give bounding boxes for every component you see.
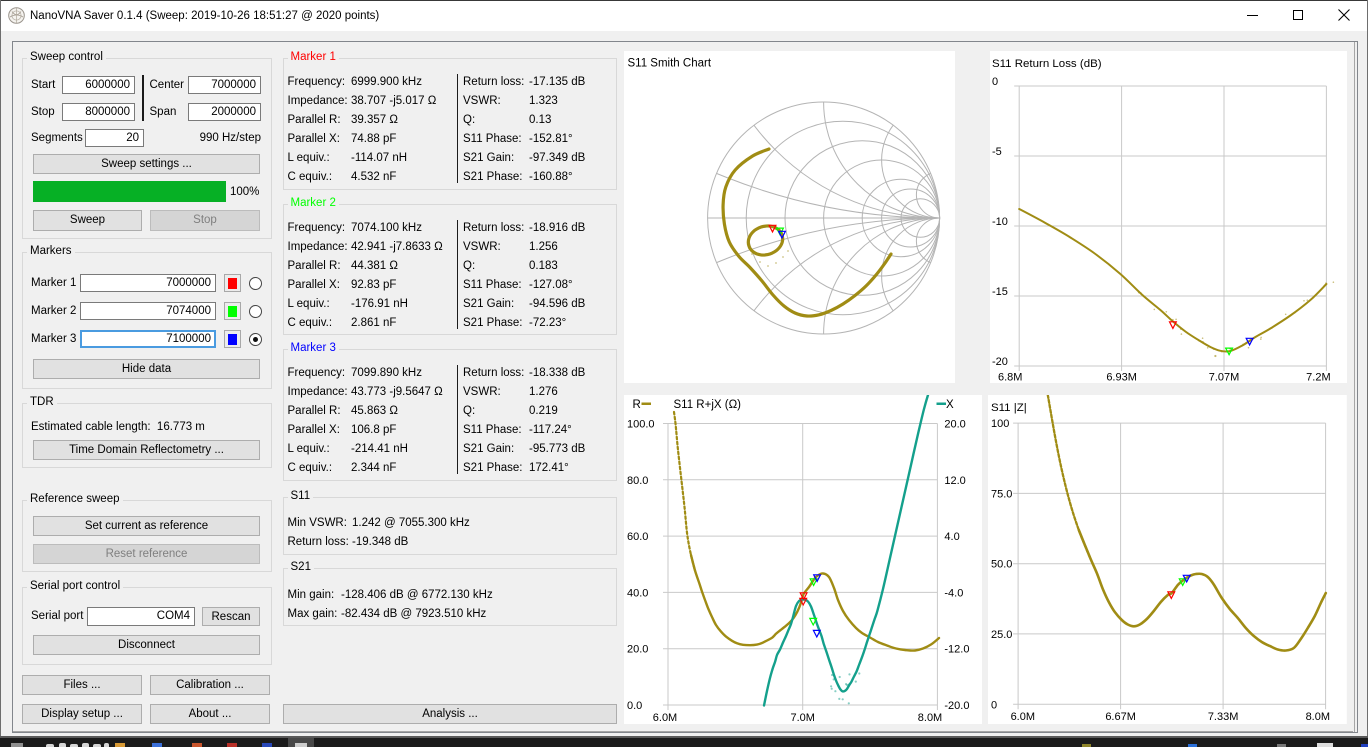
svg-text:4.0: 4.0 (944, 531, 959, 543)
svg-text:-10: -10 (992, 216, 1008, 228)
svg-text:7.33M: 7.33M (1208, 711, 1239, 723)
svg-text:6.93M: 6.93M (1106, 371, 1137, 383)
svg-text:-12.0: -12.0 (944, 644, 969, 656)
svg-text:-20: -20 (992, 356, 1008, 368)
svg-text:100: 100 (991, 418, 1009, 430)
svg-text:60.0: 60.0 (627, 531, 648, 543)
svg-text:-15: -15 (992, 286, 1008, 298)
svg-text:20.0: 20.0 (944, 419, 965, 431)
svg-text:7.07M: 7.07M (1208, 371, 1239, 383)
svg-text:S11 Smith Chart: S11 Smith Chart (628, 58, 712, 70)
svg-text:R: R (633, 399, 641, 411)
svg-text:50.0: 50.0 (991, 559, 1012, 571)
svg-text:80.0: 80.0 (627, 475, 648, 487)
svg-text:-20.0: -20.0 (944, 700, 969, 712)
svg-text:S11 R+jX (Ω): S11 R+jX (Ω) (674, 399, 742, 411)
svg-text:0: 0 (991, 699, 997, 711)
svg-text:0.0: 0.0 (627, 700, 642, 712)
svg-text:8.0M: 8.0M (1306, 711, 1330, 723)
svg-text:6.8M: 6.8M (998, 371, 1022, 383)
svg-text:S11 Return Loss (dB): S11 Return Loss (dB) (992, 58, 1102, 70)
svg-text:0: 0 (992, 76, 998, 88)
svg-text:40.0: 40.0 (627, 587, 648, 599)
svg-text:100.0: 100.0 (627, 419, 655, 431)
svg-text:20.0: 20.0 (627, 644, 648, 656)
svg-text:75.0: 75.0 (991, 488, 1012, 500)
svg-text:7.2M: 7.2M (1306, 371, 1330, 383)
svg-text:6.67M: 6.67M (1106, 711, 1137, 723)
svg-text:8.0M: 8.0M (918, 712, 942, 724)
svg-text:7.0M: 7.0M (790, 712, 814, 724)
svg-text:-5: -5 (992, 146, 1002, 158)
svg-text:-4.0: -4.0 (944, 587, 963, 599)
svg-text:12.0: 12.0 (944, 475, 965, 487)
svg-text:X: X (946, 399, 954, 411)
svg-text:6.0M: 6.0M (653, 712, 677, 724)
svg-text:6.0M: 6.0M (1011, 711, 1035, 723)
svg-text:25.0: 25.0 (991, 629, 1012, 641)
svg-text:S11 |Z|: S11 |Z| (991, 402, 1027, 414)
